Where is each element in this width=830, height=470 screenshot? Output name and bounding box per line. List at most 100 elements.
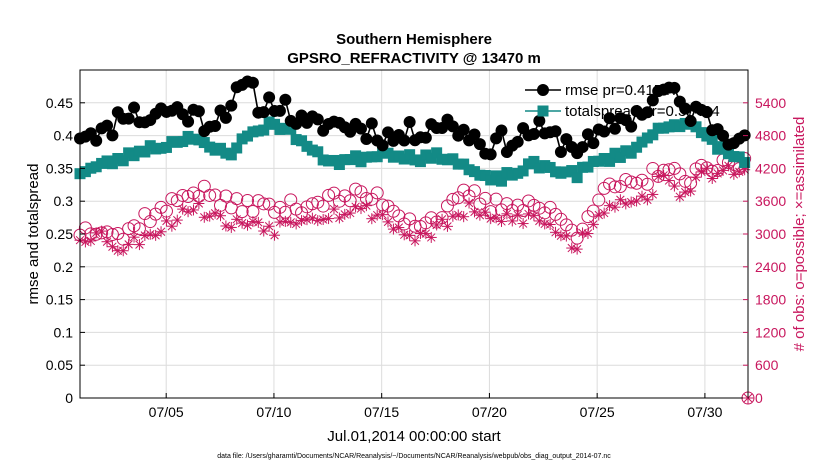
data-point <box>593 209 605 221</box>
data-point <box>236 217 248 229</box>
data-point <box>263 220 275 232</box>
x-tick-label: 07/10 <box>256 404 291 420</box>
data-point <box>354 122 367 135</box>
data-point <box>711 164 725 178</box>
data-point <box>360 133 373 146</box>
data-point <box>198 211 210 223</box>
asterisk-stroke <box>659 171 668 180</box>
data-point <box>678 174 692 188</box>
asterisk-stroke <box>324 214 333 223</box>
asterisk-stroke <box>427 233 436 242</box>
data-point <box>598 125 611 138</box>
asterisk-stroke <box>118 246 128 255</box>
data-point <box>273 104 286 117</box>
asterisk-stroke <box>610 202 620 212</box>
data-point <box>122 112 135 125</box>
series-3 <box>74 160 751 257</box>
data-point <box>424 211 438 225</box>
data-point <box>425 231 437 243</box>
asterisk-stroke <box>162 216 171 226</box>
data-point <box>279 93 292 106</box>
asterisk-stroke <box>675 192 685 201</box>
asterisk-stroke <box>583 229 593 238</box>
data-point <box>376 198 390 212</box>
data-point <box>435 211 449 225</box>
data-point <box>597 181 611 195</box>
asterisk-stroke <box>621 199 631 209</box>
asterisk-stroke <box>410 236 420 246</box>
data-point <box>219 111 232 124</box>
asterisk-stroke <box>351 202 360 211</box>
asterisk-stroke <box>648 190 658 199</box>
asterisk-stroke <box>275 217 285 227</box>
legend: rmse pr=0.41547 totalspread pr=0.37424 <box>525 82 720 120</box>
asterisk-stroke <box>313 216 323 225</box>
asterisk-stroke <box>443 222 452 231</box>
asterisk-stroke <box>335 213 344 223</box>
data-point <box>225 221 237 233</box>
data-point <box>101 119 114 132</box>
data-point <box>138 207 152 221</box>
data-point <box>398 229 410 241</box>
data-point <box>447 210 459 222</box>
asterisk-stroke <box>670 181 679 191</box>
chart-subtitle: GPSRO_REFRACTIVITY @ 13470 m <box>287 50 541 67</box>
asterisk-stroke <box>237 218 247 228</box>
asterisk-stroke <box>243 220 252 230</box>
data-point <box>224 201 238 215</box>
data-point <box>269 229 281 241</box>
asterisk-stroke <box>146 230 155 239</box>
data-point <box>155 226 167 238</box>
tick-layer: 07/05 07/10 07/15 07/20 07/25 07/30 0 0.05 0.1 0.… <box>46 95 787 420</box>
y2-tick-label: 1800 <box>755 292 786 308</box>
data-point <box>500 197 514 211</box>
y2-tick-label: 5400 <box>755 95 786 111</box>
legend-marker <box>537 105 549 117</box>
data-point <box>641 106 654 119</box>
data-point <box>462 189 476 203</box>
asterisk-stroke <box>173 215 182 225</box>
data-point <box>192 189 206 203</box>
data-point <box>527 127 540 140</box>
data-point <box>322 188 336 202</box>
data-point <box>511 135 524 148</box>
data-point <box>419 131 432 144</box>
data-point <box>457 123 470 136</box>
data-point <box>463 197 475 209</box>
data-point <box>209 120 222 133</box>
series-0 <box>74 75 751 161</box>
asterisk-stroke <box>405 231 414 240</box>
data-point <box>225 99 238 112</box>
data-point <box>625 196 637 208</box>
asterisk-stroke <box>653 172 663 181</box>
asterisk-stroke <box>286 218 295 227</box>
y2-tick-label: 2400 <box>755 259 786 275</box>
data-point <box>252 216 264 228</box>
data-point <box>128 101 141 114</box>
y-tick-label: 0.45 <box>46 95 73 111</box>
data-point <box>679 186 691 198</box>
data-point <box>176 188 190 202</box>
asterisk-stroke <box>599 208 609 218</box>
series-line <box>79 80 746 156</box>
asterisk-stroke <box>254 218 263 227</box>
data-point <box>279 215 291 227</box>
legend-label: totalspread pr=0.37424 <box>565 103 720 120</box>
y2-tick-label: 3600 <box>755 193 786 209</box>
data-point <box>647 188 659 200</box>
y-tick-label: 0.25 <box>46 226 73 242</box>
data-point <box>446 192 460 206</box>
x-tick-label: 07/20 <box>472 404 507 420</box>
data-point <box>576 222 590 236</box>
data-point <box>609 201 621 213</box>
data-point <box>241 194 255 208</box>
data-point <box>468 128 481 141</box>
asterisk-stroke <box>108 242 117 251</box>
data-point <box>370 186 384 200</box>
asterisk-stroke <box>156 227 166 237</box>
y2-tick-label: 1200 <box>755 324 786 340</box>
data-point <box>197 179 211 193</box>
data-point <box>268 205 282 219</box>
data-point <box>392 209 406 223</box>
